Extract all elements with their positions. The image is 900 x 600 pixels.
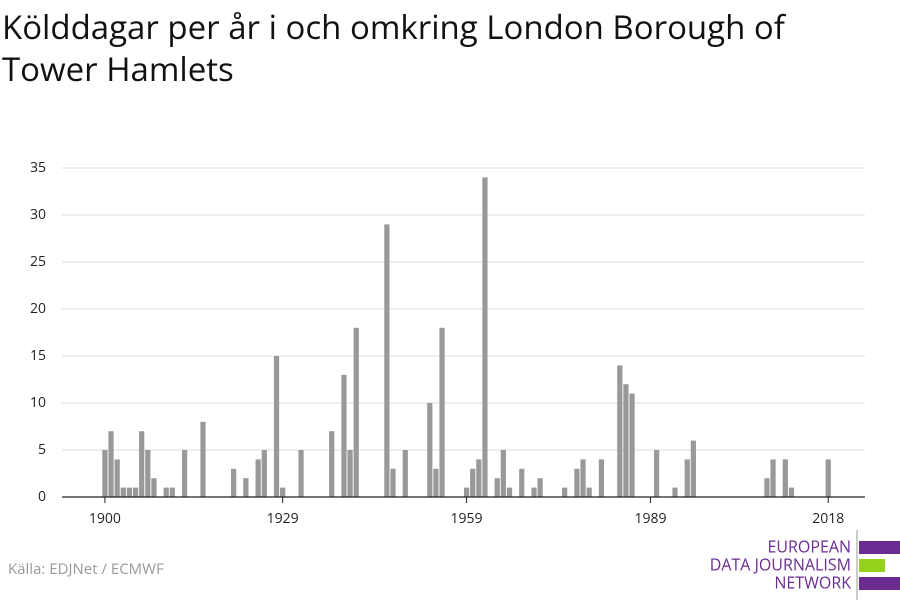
bar [580, 459, 586, 497]
y-tick-label: 35 [30, 158, 46, 177]
bar [384, 224, 390, 497]
bar [586, 487, 592, 497]
bar [764, 478, 770, 497]
source: Källa: EDJNet / ECMWF [8, 559, 164, 579]
bar [788, 487, 795, 497]
bar [280, 487, 286, 497]
x-tick-label: 1959 [451, 509, 483, 528]
bar [169, 487, 175, 497]
bar [562, 487, 568, 497]
x-tick-label: 1900 [89, 509, 121, 528]
bar [629, 393, 635, 497]
bar [653, 450, 660, 497]
bar [770, 459, 776, 497]
logo-bar [859, 559, 885, 572]
chart-title-line: Kölddagar per år i och omkring London Bo… [2, 4, 787, 49]
bar [598, 459, 605, 497]
bar [139, 431, 145, 497]
bar [402, 450, 408, 497]
bar [347, 450, 353, 497]
bar [537, 478, 543, 497]
x-tick-label: 1929 [267, 509, 299, 528]
bar [151, 478, 157, 497]
bar [126, 487, 133, 497]
bar [690, 440, 696, 497]
bar [482, 177, 488, 497]
bar [623, 384, 629, 497]
bar [463, 487, 470, 497]
bar [181, 450, 188, 497]
x-tick-label: 2018 [812, 509, 844, 528]
bar [476, 459, 482, 497]
chart-title-line: Tower Hamlets [2, 46, 234, 91]
logo-text: NETWORK [774, 571, 851, 593]
bar [494, 478, 500, 497]
bar [261, 450, 267, 497]
bar [108, 431, 114, 497]
bar [684, 459, 690, 497]
bar [617, 365, 623, 497]
bar [519, 468, 525, 497]
bar [470, 468, 476, 497]
y-tick-label: 20 [30, 299, 46, 318]
y-tick-label: 5 [38, 440, 46, 459]
bar [298, 450, 304, 497]
bar [163, 487, 169, 497]
bar [200, 421, 206, 497]
bar [120, 487, 126, 497]
y-tick-label: 0 [38, 487, 46, 506]
x-tick-label: 1989 [634, 509, 666, 528]
bar [433, 468, 439, 497]
bar [825, 459, 831, 497]
bar [145, 450, 151, 497]
bar [243, 478, 249, 497]
bar [506, 487, 513, 497]
bar [390, 468, 396, 497]
bar [500, 450, 506, 497]
bar [114, 459, 120, 497]
bar [255, 459, 261, 497]
y-tick-label: 15 [30, 346, 46, 365]
bar [273, 356, 280, 497]
bar [353, 327, 359, 497]
y-tick-label: 25 [30, 252, 46, 271]
logo-bar [859, 541, 900, 554]
bar [531, 487, 537, 497]
bar [439, 327, 445, 497]
logo-text: EUROPEAN [767, 535, 851, 557]
bar [672, 487, 678, 497]
y-tick-label: 10 [30, 393, 46, 412]
bar [132, 487, 139, 497]
bar [427, 403, 433, 497]
bar [102, 450, 108, 497]
bar [574, 468, 580, 497]
logo-text: DATA JOURNALISM [710, 553, 851, 575]
y-tick-label: 30 [30, 205, 46, 224]
bar [329, 431, 335, 497]
bar [341, 374, 347, 497]
logo-bar [859, 577, 900, 590]
bar [231, 468, 237, 497]
bar [782, 459, 788, 497]
